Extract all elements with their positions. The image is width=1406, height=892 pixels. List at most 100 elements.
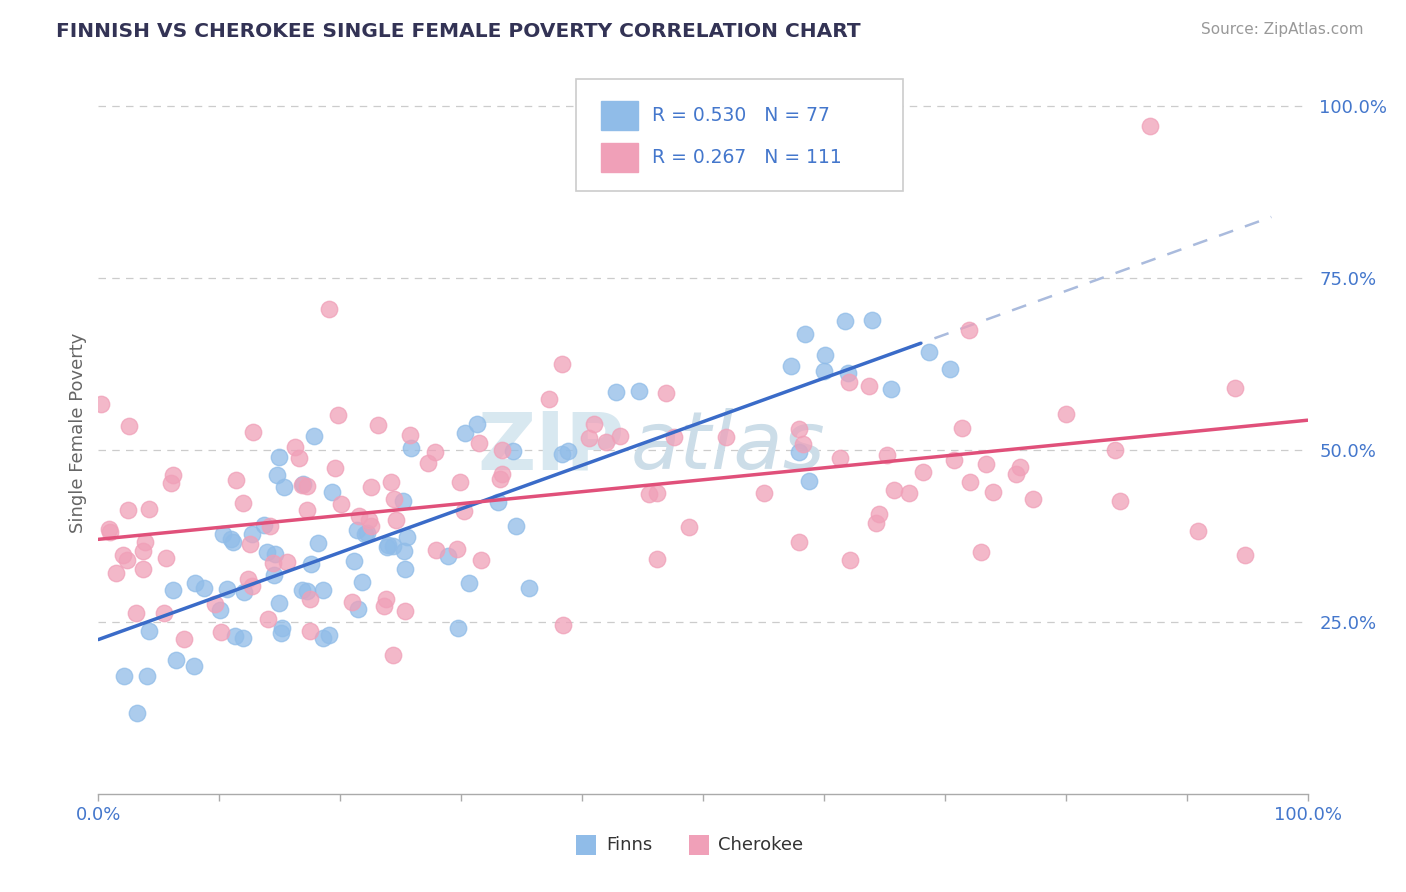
Point [90,397,112,411]
Point [211,526,233,541]
Point [491,467,513,482]
Point [183,659,205,673]
Point [1139,120,1161,134]
Point [232,585,254,599]
Point [423,445,446,459]
Point [1187,524,1209,538]
Text: R = 0.267   N = 111: R = 0.267 N = 111 [652,148,842,167]
Point [911,465,934,479]
Point [357,513,380,527]
Point [193,581,215,595]
Point [273,480,295,494]
Point [828,451,851,466]
Point [312,631,335,645]
Point [453,504,475,518]
Point [458,576,481,591]
Point [377,538,399,552]
Point [131,562,153,576]
Point [787,534,810,549]
Point [204,597,226,611]
Point [98,523,121,537]
Point [124,606,146,620]
Point [298,624,321,638]
Point [225,473,247,487]
Point [865,516,887,530]
Point [360,480,382,494]
Point [262,557,284,571]
Point [880,382,903,396]
Point [897,485,920,500]
Point [373,599,395,613]
Point [360,519,382,533]
Bar [602,144,638,172]
Point [447,621,470,635]
Point [222,534,245,549]
Point [184,575,207,590]
Point [399,441,422,455]
Point [1233,549,1256,563]
Text: FINNISH VS CHEROKEE SINGLE FEMALE POVERTY CORRELATION CHART: FINNISH VS CHEROKEE SINGLE FEMALE POVERT… [56,22,860,41]
Point [267,596,290,610]
Point [838,552,860,566]
Point [392,494,415,508]
Point [155,551,177,566]
Point [304,429,326,443]
Point [352,574,374,589]
Point [780,359,803,373]
Point [291,478,314,492]
Point [347,508,370,523]
Point [465,417,488,431]
Point [153,606,176,620]
Text: Cherokee: Cherokee [718,836,804,854]
Point [264,547,287,561]
Point [298,592,321,607]
Point [291,477,314,491]
Point [752,485,775,500]
Text: R = 0.530   N = 77: R = 0.530 N = 77 [652,106,830,125]
Point [239,537,262,551]
Point [551,447,574,461]
Point [883,483,905,498]
Point [1225,381,1247,395]
Point [112,669,135,683]
Point [375,540,398,554]
Point [449,475,471,489]
Point [814,348,837,362]
Point [858,378,880,392]
Point [395,530,418,544]
Point [236,572,259,586]
Point [860,312,883,326]
Point [312,582,335,597]
Point [240,527,263,541]
Point [287,450,309,465]
Point [1104,442,1126,457]
Point [209,625,232,640]
Point [382,540,405,554]
Point [557,444,579,458]
Point [582,417,605,432]
Text: Finns: Finns [606,836,652,854]
Point [446,541,468,556]
Point [367,417,389,432]
Point [173,632,195,646]
Point [328,408,350,422]
Point [297,583,319,598]
Point [418,456,440,470]
Point [276,556,298,570]
Text: ZIP: ZIP [477,408,624,486]
Point [394,562,416,576]
Point [605,385,627,400]
Point [578,431,600,445]
Point [983,484,1005,499]
Point [609,429,631,443]
Point [118,418,141,433]
Bar [602,102,638,130]
Point [794,326,817,341]
Point [868,507,890,521]
Point [295,479,318,493]
Point [271,621,294,635]
Point [491,443,513,458]
Point [266,467,288,482]
Point [939,362,962,376]
Point [115,553,138,567]
